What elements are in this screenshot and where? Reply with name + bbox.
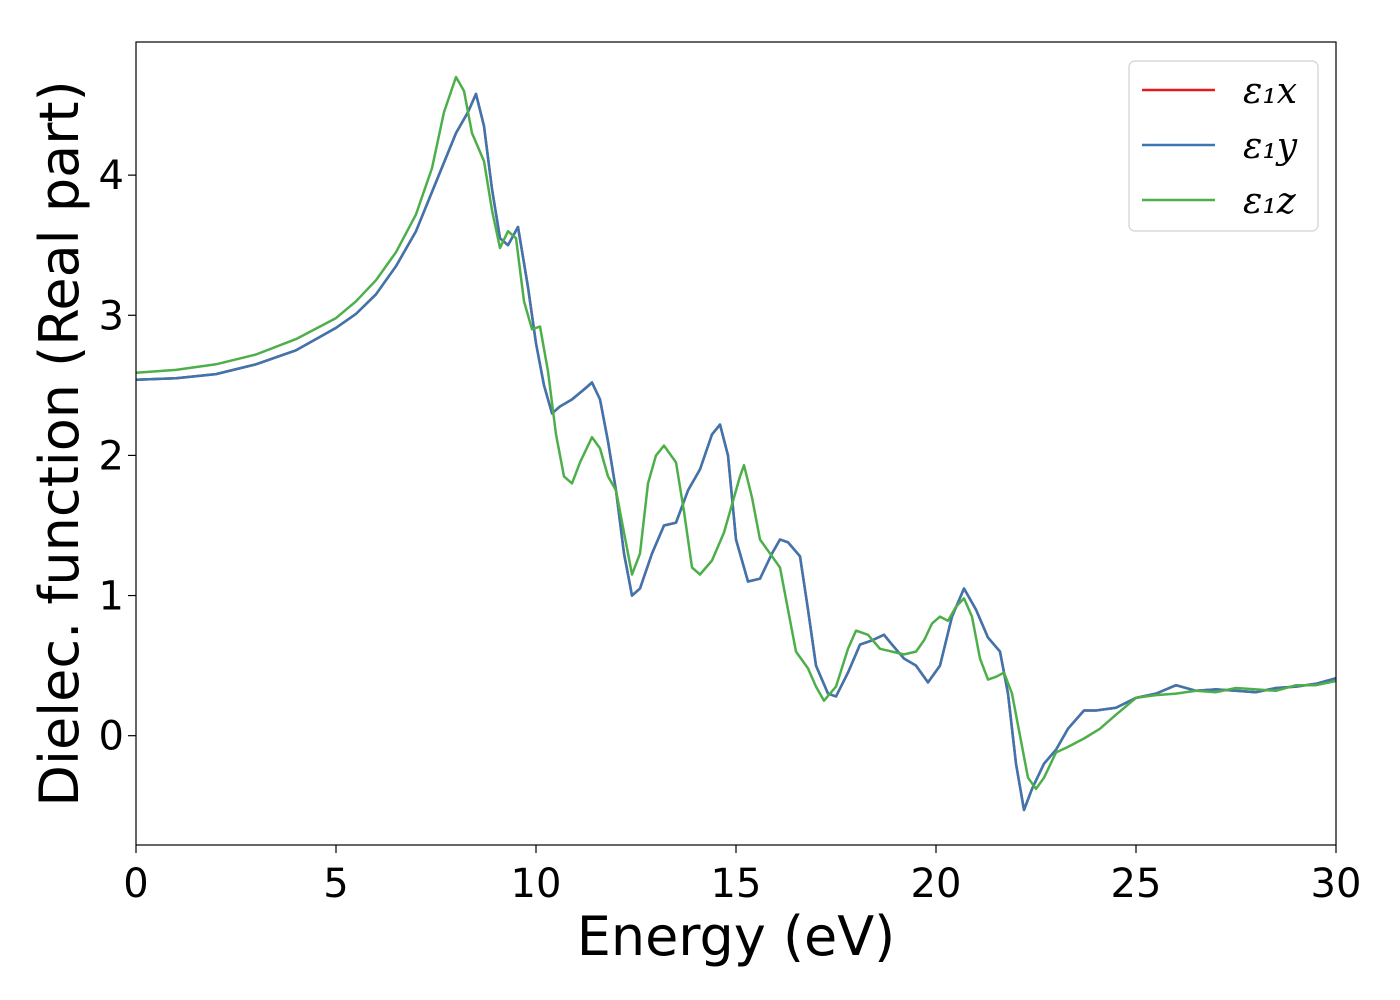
y-axis-title: Dielec. function (Real part) xyxy=(28,80,91,806)
y-tick-label: 2 xyxy=(99,433,124,479)
x-tick-label: 20 xyxy=(911,861,962,907)
legend-label: ε₁z xyxy=(1243,181,1297,222)
legend-box xyxy=(1128,60,1319,232)
x-tick-label: 0 xyxy=(123,861,148,907)
x-tick-label: 10 xyxy=(511,861,562,907)
x-tick-label: 30 xyxy=(1311,861,1362,907)
plot-lines xyxy=(135,75,1337,812)
x-tick-label: 15 xyxy=(711,861,762,907)
y-axis: 0 1 2 3 4 xyxy=(99,153,136,760)
y-tick-label: 4 xyxy=(99,153,124,199)
x-axis-title: Energy (eV) xyxy=(577,905,896,968)
y-tick-label: 3 xyxy=(99,293,124,339)
series-line-1 xyxy=(135,92,1337,812)
y-tick-label: 1 xyxy=(99,574,124,620)
x-tick-label: 25 xyxy=(1111,861,1162,907)
x-tick-label: 5 xyxy=(323,861,348,907)
x-axis: 0 5 10 15 20 25 30 xyxy=(123,845,1361,907)
legend-label: ε₁y xyxy=(1243,126,1298,167)
legend: ε₁x ε₁y ε₁z xyxy=(1128,60,1319,232)
series-line-2 xyxy=(135,75,1337,791)
legend-label: ε₁x xyxy=(1243,71,1297,112)
y-tick-label: 0 xyxy=(99,714,124,760)
